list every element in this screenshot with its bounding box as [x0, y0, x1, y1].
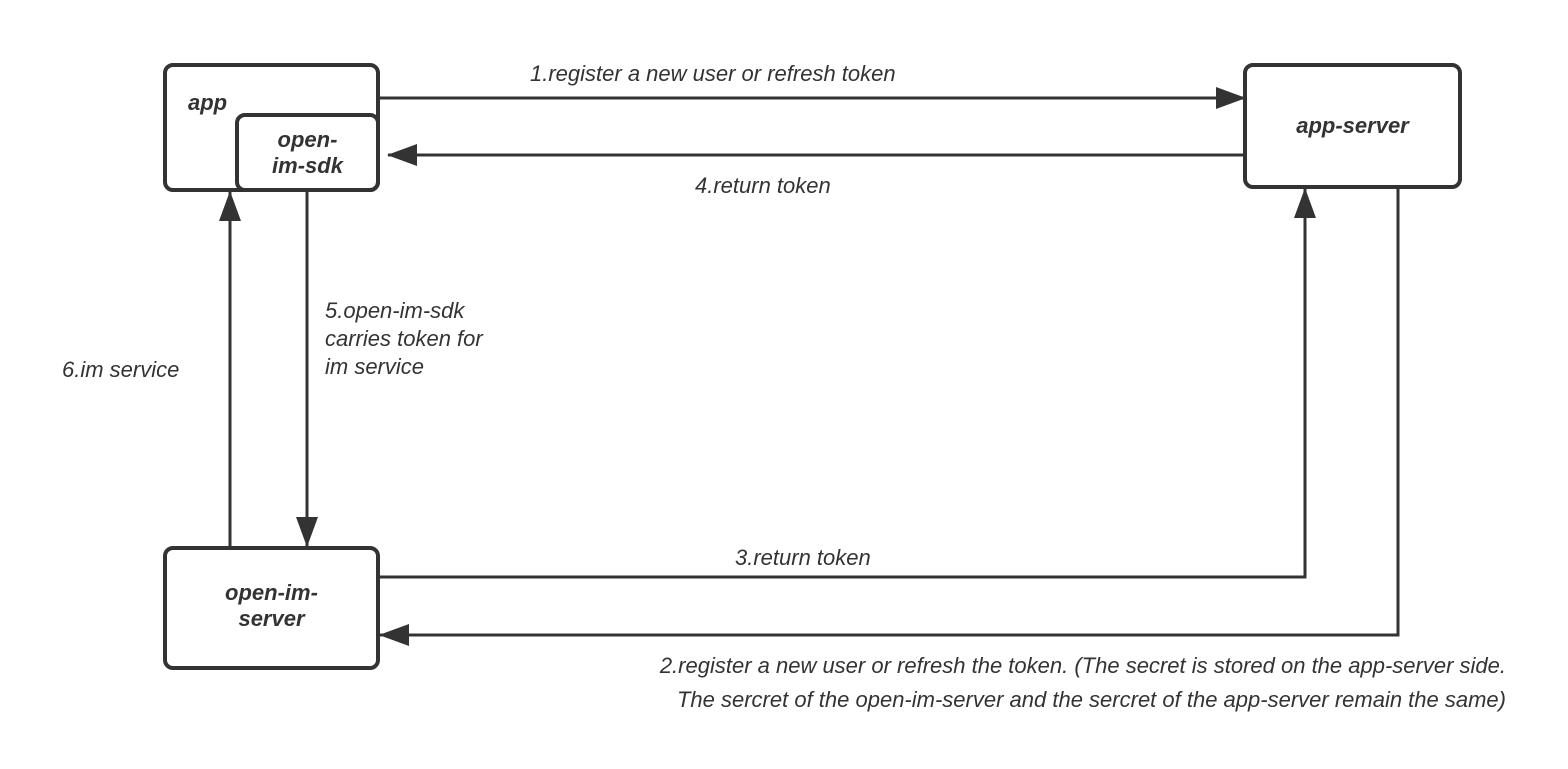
arrow-2-register [379, 189, 1400, 646]
open-im-sdk-box[interactable] [235, 113, 380, 192]
edge-label-5-line1: 5.open-im-sdk [325, 298, 465, 323]
edge-label-1: 1.register a new user or refresh token [530, 61, 896, 86]
app-server-label: app-server [1296, 113, 1409, 138]
open-im-server-label: open-im- server [165, 580, 378, 632]
edge-label-4: 4.return token [695, 173, 831, 198]
app-server-box[interactable] [1243, 63, 1462, 189]
edge-label-5: 5.open-im-sdk carries token for im servi… [325, 297, 483, 381]
edge-label-5-line2: carries token for [325, 326, 483, 351]
open-im-sdk-label-line1: open- [277, 127, 338, 152]
open-im-server-label-line1: open-im- [225, 580, 318, 605]
edge-label-5-line3: im service [325, 354, 425, 379]
app-label: app [188, 90, 228, 115]
edge-label-2: 2.register a new user or refresh the tok… [660, 652, 1506, 714]
arrow-3-return-token [380, 188, 1316, 579]
edge-label-2-line1: 2.register a new user or refresh the tok… [659, 653, 1506, 678]
open-im-server-label-line2: server [238, 606, 305, 631]
open-im-sdk-label: open- im-sdk [237, 127, 378, 179]
open-im-sdk-label-line2: im-sdk [272, 153, 343, 178]
edge-label-6: 6.im service [62, 357, 180, 382]
edge-label-3: 3.return token [735, 545, 871, 570]
edge-label-2-line2: The sercret of the open-im-server and th… [676, 687, 1506, 712]
open-im-server-box[interactable] [163, 546, 380, 670]
